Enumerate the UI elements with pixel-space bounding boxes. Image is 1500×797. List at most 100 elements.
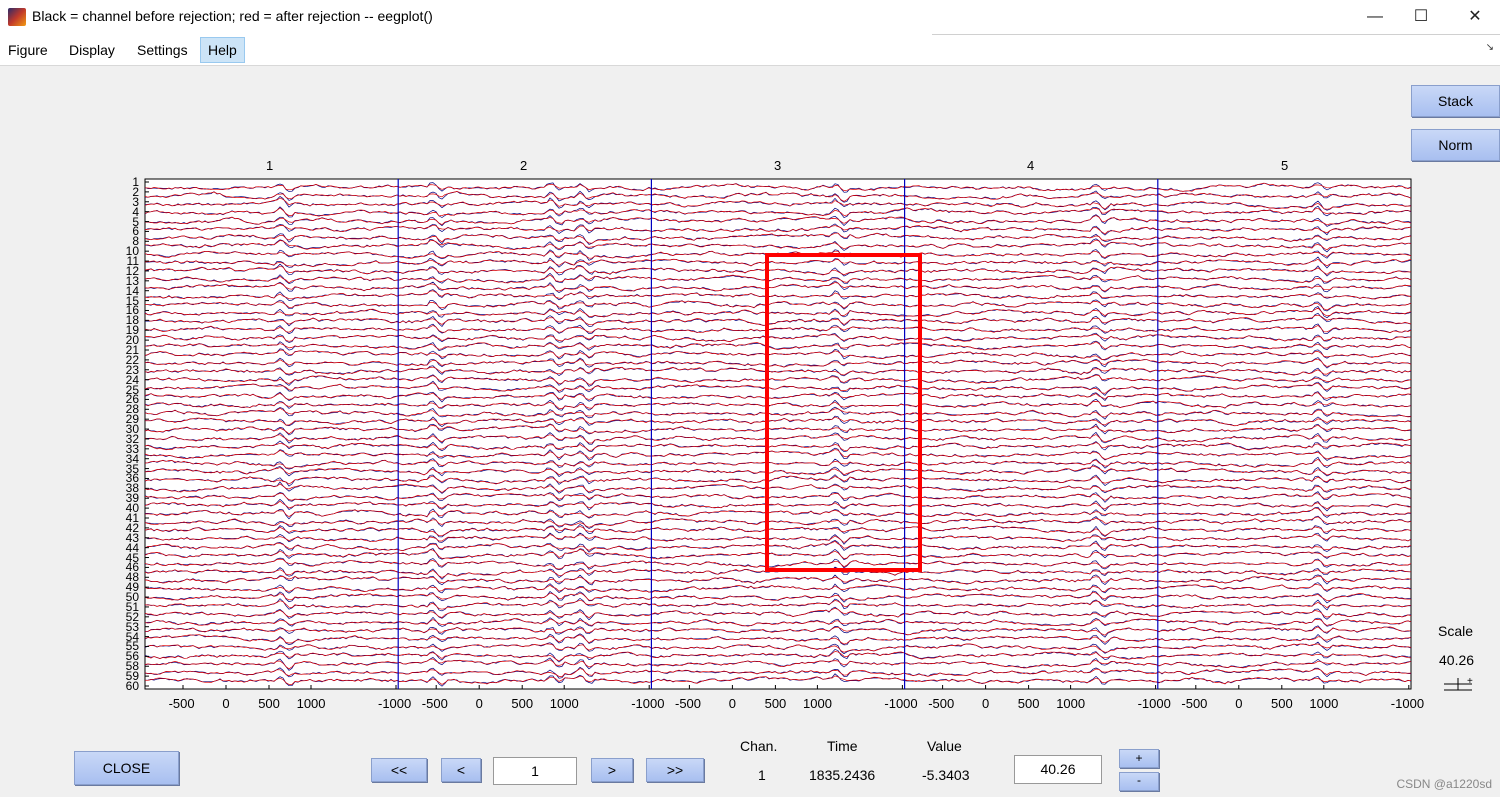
channel-label: 1 — [132, 175, 139, 189]
scale-label: Scale — [1438, 623, 1474, 639]
maximize-button[interactable]: ☐ — [1413, 8, 1429, 25]
trace-after — [144, 341, 1412, 351]
x-tick-label: -500 — [1181, 696, 1208, 711]
channel-label: 20 — [125, 333, 139, 348]
x-tick-label: 500 — [1271, 696, 1293, 711]
scale-plus-button[interactable]: + — [1119, 749, 1159, 768]
close-window-button[interactable]: ✕ — [1468, 8, 1482, 25]
trace-before — [144, 590, 1412, 604]
menu-settings[interactable]: Settings — [137, 42, 188, 58]
channel-label: 22 — [125, 352, 139, 367]
trace-after — [144, 400, 1412, 409]
trace-after — [144, 516, 1412, 528]
channel-label: 38 — [125, 481, 139, 496]
x-tick-label: 0 — [982, 696, 990, 711]
next-page-button[interactable]: > — [591, 758, 633, 782]
minimize-button[interactable]: — — [1367, 8, 1383, 25]
channel-label: 10 — [125, 244, 139, 259]
channel-label: 24 — [125, 372, 139, 387]
scale-minus-button[interactable]: - — [1119, 772, 1159, 791]
menu-divider — [932, 34, 1500, 35]
channel-label: 42 — [125, 520, 139, 535]
chan-value: 1 — [758, 767, 766, 783]
channel-label: 35 — [125, 461, 139, 476]
epoch-label-5: 5 — [1281, 158, 1289, 173]
trace-after — [144, 458, 1412, 469]
x-tick-label: 1000 — [1309, 696, 1339, 711]
channel-label: 29 — [125, 412, 139, 427]
x-tick-label: -1000 — [1137, 696, 1171, 711]
x-tick-label: 1000 — [296, 696, 326, 711]
trace-after — [144, 191, 1412, 202]
trace-after — [144, 407, 1412, 418]
value-label: Value — [927, 738, 962, 754]
trace-after — [144, 424, 1412, 435]
trace-before — [144, 656, 1412, 671]
channel-label: 14 — [125, 283, 139, 298]
x-tick-label: -500 — [928, 696, 955, 711]
trace-after — [144, 643, 1412, 653]
x-tick-label: 500 — [258, 696, 280, 711]
trace-after — [144, 675, 1412, 685]
trace-before — [144, 406, 1412, 420]
channel-label: 43 — [125, 530, 139, 545]
first-page-button[interactable]: << — [371, 758, 427, 782]
trace-after — [144, 265, 1412, 276]
y-axis-ticks — [145, 181, 149, 687]
norm-button[interactable]: Norm — [1411, 129, 1500, 161]
trace-after — [144, 651, 1412, 662]
channel-label: 53 — [125, 619, 139, 634]
channel-label: 23 — [125, 362, 139, 377]
trace-after — [144, 540, 1412, 551]
trace-after — [145, 239, 1412, 251]
channel-label: 4 — [132, 204, 139, 219]
channel-label: 56 — [125, 649, 139, 664]
trace-before — [144, 464, 1412, 477]
x-tick-label: 1000 — [549, 696, 579, 711]
x-tick-label: 1000 — [803, 696, 832, 711]
trace-before — [144, 289, 1412, 301]
page-input[interactable]: 1 — [493, 757, 577, 785]
trace-after — [144, 197, 1412, 210]
trace-after — [144, 607, 1412, 619]
trace-after — [144, 634, 1412, 645]
trace-after — [144, 507, 1412, 518]
trace-before — [144, 616, 1412, 627]
channel-label: 25 — [125, 382, 139, 397]
channel-label: 13 — [125, 273, 139, 288]
x-tick-label: -1000 — [1390, 696, 1425, 711]
stack-button[interactable]: Stack — [1411, 85, 1500, 117]
trace-after — [144, 500, 1412, 510]
trace-after — [144, 290, 1412, 300]
channel-label: 46 — [125, 560, 139, 575]
x-tick-label: 500 — [511, 696, 534, 711]
trace-after — [144, 549, 1412, 560]
menu-figure[interactable]: Figure — [8, 42, 48, 58]
close-button[interactable]: CLOSE — [74, 751, 179, 785]
x-tick-label: 500 — [1017, 696, 1040, 711]
prev-page-button[interactable]: < — [441, 758, 481, 782]
menu-display[interactable]: Display — [69, 42, 115, 58]
trace-before — [144, 423, 1412, 436]
channel-label: 21 — [125, 343, 139, 357]
title-bar: Black = channel before rejection; red = … — [0, 0, 1500, 34]
menu-help[interactable]: Help — [200, 37, 245, 63]
trace-after — [144, 575, 1412, 585]
channel-label: 59 — [125, 669, 139, 684]
last-page-button[interactable]: >> — [646, 758, 704, 782]
trace-after — [144, 358, 1412, 368]
trace-before — [144, 238, 1411, 253]
trace-before — [144, 633, 1412, 646]
trace-after — [144, 374, 1412, 385]
dock-arrow-icon[interactable]: ↘ — [1485, 42, 1494, 53]
trace-after — [144, 668, 1412, 678]
channel-label: 49 — [125, 580, 139, 595]
scale-input[interactable]: 40.26 — [1014, 755, 1102, 784]
trace-after — [144, 658, 1412, 670]
matlab-app-icon — [8, 8, 26, 26]
trace-after — [144, 307, 1412, 318]
trace-after — [144, 182, 1412, 192]
highlight-box — [765, 253, 922, 572]
x-tick-label: 0 — [222, 696, 230, 711]
